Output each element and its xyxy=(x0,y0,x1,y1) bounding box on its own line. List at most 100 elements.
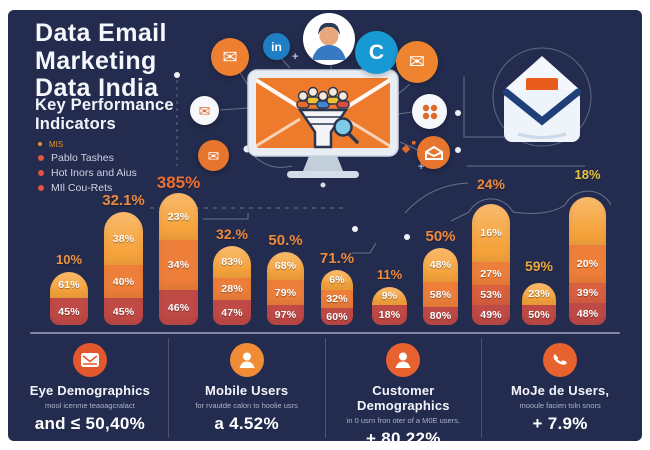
email-outline-icon: ✉ xyxy=(190,96,219,125)
svg-text:+: + xyxy=(418,161,424,173)
phone-icon-bubble xyxy=(543,343,578,377)
monitor-funnel-icon xyxy=(247,69,399,188)
bar-segment xyxy=(569,197,606,245)
bar-value-label: 50% xyxy=(425,228,456,245)
bar-segment: 27% xyxy=(472,262,510,285)
kpi-item-label: MIl Cou-Rets xyxy=(51,181,113,194)
stat-card: MoJe de Users, mooule facien toln snors + … xyxy=(481,338,638,438)
card-title: Mobile Users xyxy=(204,383,289,398)
bar-segment: 45% xyxy=(50,298,88,325)
bar-segment: 9% xyxy=(372,287,407,305)
bar-segment: 6% xyxy=(321,270,353,290)
dots-grid-icon xyxy=(412,94,447,129)
bar-segment-label: 60% xyxy=(326,310,348,323)
person-icon-bubble xyxy=(229,343,264,377)
envelope-glyph: ✉ xyxy=(222,47,238,67)
bar-segment-label: 97% xyxy=(274,309,297,321)
bar-segment-label: 83% xyxy=(221,256,243,268)
kpi-heading: Key Performance Indicators xyxy=(35,96,174,133)
c-badge-icon: C xyxy=(355,31,398,74)
person-icon-bubble xyxy=(386,343,421,377)
bar-segment: 68% xyxy=(267,252,304,280)
bar-segment-label: 16% xyxy=(480,227,502,239)
bar-segment: 80% xyxy=(423,307,458,325)
c-label: C xyxy=(368,41,385,64)
kpi-item-label: MIS xyxy=(49,139,64,149)
kpi-item-label: Pablo Tashes xyxy=(51,151,114,164)
chart-baseline xyxy=(30,332,620,334)
card-value: + 80,22% xyxy=(366,429,441,448)
bar-value-label: 11% xyxy=(376,267,403,282)
bar-segment: 39% xyxy=(569,283,606,303)
envelope-icon xyxy=(80,353,99,367)
bar-segment: 45% xyxy=(104,298,143,325)
bar-segment-label: 48% xyxy=(576,308,599,320)
card-subtitle: in 0 usrn fron oter of a M0E users. xyxy=(346,416,461,425)
bar-segment-label: 68% xyxy=(274,260,297,272)
bar-value-label: 18% xyxy=(574,167,601,182)
bar-segment-label: 40% xyxy=(112,275,135,288)
bar-segment-label: 32% xyxy=(326,293,348,305)
bar-segment: 61% xyxy=(50,272,88,298)
phone-icon xyxy=(553,354,567,365)
card-subtitle: mool icenme teaoagcralact xyxy=(45,401,135,410)
card-value: a 4.52% xyxy=(214,414,279,433)
kpi-item: Hot Inors and Aius xyxy=(38,165,137,180)
bar-segment: 18% xyxy=(372,305,407,325)
avatar-icon xyxy=(303,13,355,65)
bar-segment: 32% xyxy=(321,290,353,308)
card-value: + 7.9% xyxy=(532,414,588,433)
kpi-item: Pablo Tashes xyxy=(38,150,137,165)
bar-segment-label: 9% xyxy=(381,290,398,302)
bar-segment: 23% xyxy=(522,283,556,305)
bar-value-label: 71.% xyxy=(319,250,355,267)
bar-value-label: 59% xyxy=(524,258,554,274)
bar-segment-label: 80% xyxy=(429,310,452,322)
bar-segment-label: 45% xyxy=(58,305,80,318)
bar-segment: 48% xyxy=(423,248,458,282)
bar-segment-label: 38% xyxy=(112,232,135,245)
bullet-dot xyxy=(38,184,44,191)
bar-segment-label: 79% xyxy=(274,286,297,299)
bar-segment: 79% xyxy=(267,280,304,305)
bar-segment-label: 27% xyxy=(480,267,502,280)
person-icon xyxy=(239,352,255,368)
card-value: and ≤ 50,40% xyxy=(34,414,145,433)
bar-segment: 83% xyxy=(213,246,251,278)
avatar-graphic xyxy=(312,22,346,60)
linkedin-label: in xyxy=(271,39,282,54)
bullet-dot xyxy=(38,154,44,161)
bar-value-label: 50.% xyxy=(268,232,303,249)
bar-segment: 38% xyxy=(104,212,143,265)
bar-segment: 16% xyxy=(472,204,510,262)
card-title: Customer Demographics xyxy=(357,383,450,413)
bar-segment-label: 45% xyxy=(112,305,135,318)
stat-card: Mobile Users for rvautde calon to hoolie … xyxy=(167,338,325,438)
page-title: Data Email Marketing Data India xyxy=(35,19,167,102)
envelope-glyph: ✉ xyxy=(198,102,211,119)
bar-segment: 49% xyxy=(472,305,510,325)
bar-segment-label: 53% xyxy=(480,289,502,301)
kpi-item-label: Hot Inors and Aius xyxy=(51,166,137,179)
envelope-glyph: ✉ xyxy=(207,147,220,164)
bar-segment: 28% xyxy=(213,278,251,300)
svg-text:+: + xyxy=(292,51,298,63)
bar-value-label: 32.% xyxy=(216,226,248,242)
bar-segment: 53% xyxy=(472,285,510,305)
person-icon xyxy=(395,352,411,368)
bar-segment-label: 47% xyxy=(221,306,243,319)
bar-segment: 46% xyxy=(159,290,198,325)
bar-segment-label: 20% xyxy=(576,258,599,270)
bar-segment: 97% xyxy=(267,305,304,325)
bar-segment: 23% xyxy=(159,193,198,240)
email-tray-icon xyxy=(417,136,450,169)
stat-card: Eye Demographics mool icenme teaoagcralac… xyxy=(12,338,168,438)
bar-segment-label: 46% xyxy=(167,301,190,314)
kpi-item: MIl Cou-Rets xyxy=(38,180,137,195)
bar-segment: 20% xyxy=(569,245,606,283)
bar-segment: 50% xyxy=(522,305,556,325)
card-subtitle: mooule facien toln snors xyxy=(519,401,601,410)
stat-card: Customer Demographics in 0 usrn fron oter… xyxy=(324,338,482,448)
card-title: MoJe de Users, xyxy=(511,383,610,398)
